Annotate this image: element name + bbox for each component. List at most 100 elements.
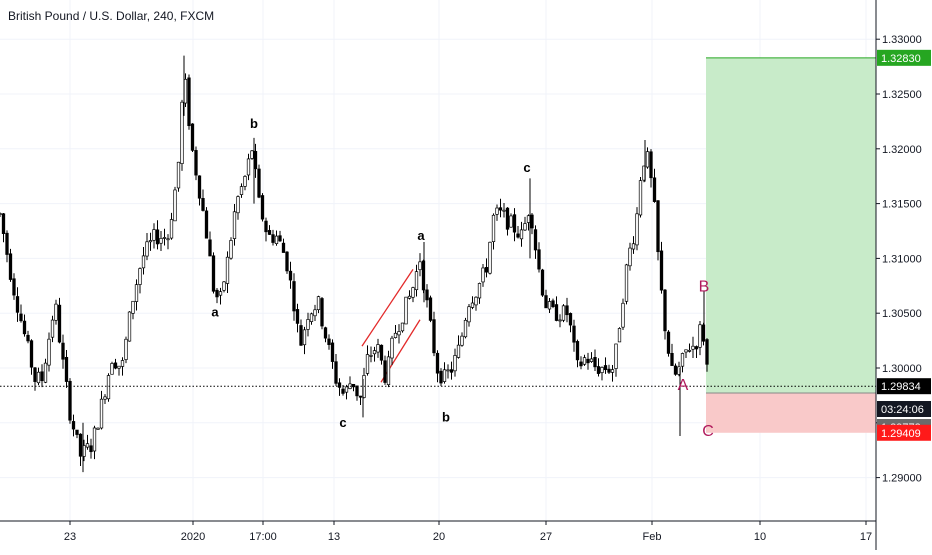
candle-up <box>173 189 177 222</box>
wave-label: c <box>523 160 530 175</box>
candle-down <box>12 278 16 296</box>
candle-up <box>302 329 307 346</box>
candle-down <box>78 433 83 457</box>
abc-label: A <box>678 377 689 394</box>
candle-down <box>5 232 9 255</box>
candle-down <box>649 151 653 179</box>
candle-up <box>232 211 237 239</box>
candle-down <box>516 233 520 238</box>
candle-up <box>120 360 125 367</box>
candle-up <box>117 365 121 369</box>
candle-down <box>544 295 548 309</box>
candle-down <box>208 239 212 257</box>
candle-up <box>698 324 702 348</box>
candle-down <box>379 344 384 361</box>
candle-down <box>537 249 541 270</box>
candle-up <box>306 319 310 330</box>
target-price-tag[interactable] <box>877 49 931 66</box>
price-tick-label: 1.29000 <box>882 473 922 485</box>
candle-down <box>449 369 454 373</box>
candle-down <box>586 358 590 364</box>
candle-down <box>383 360 387 383</box>
candle-down <box>71 421 76 430</box>
candle-down <box>260 195 265 220</box>
symbol-exchange: FXCM <box>180 9 215 23</box>
candle-down <box>603 365 608 371</box>
time-tick-label: 23 <box>64 531 76 543</box>
price-axis[interactable]: 1.33000 1.32500 1.32000 1.31500 1.31000 1.305… <box>875 0 931 550</box>
candles <box>0 55 709 473</box>
candle-up <box>470 302 475 308</box>
candle-down <box>575 341 580 361</box>
candle-up <box>404 296 408 325</box>
candle-up <box>309 313 314 322</box>
stop-loss-zone[interactable] <box>706 392 876 433</box>
title-separator: , <box>146 9 154 23</box>
candle-up <box>558 319 562 322</box>
candle-up <box>418 261 422 271</box>
candle-down <box>26 334 30 342</box>
candle-down <box>428 297 433 321</box>
candle-up <box>313 309 317 317</box>
candle-down <box>267 230 272 235</box>
time-axis[interactable]: 23 2020 17:00 13 20 27 Feb 10 17 <box>0 520 876 543</box>
candle-up <box>687 349 692 352</box>
candle-down <box>190 123 195 151</box>
candle-down <box>1 213 6 234</box>
candle-down <box>551 300 555 307</box>
candle-up <box>614 343 618 369</box>
candle-down <box>593 357 597 368</box>
candle-up <box>631 243 636 250</box>
candle-up <box>96 427 100 430</box>
countdown-tag[interactable] <box>877 401 931 417</box>
candle-down <box>68 380 72 421</box>
candle-down <box>673 365 678 375</box>
candle-up <box>372 350 377 355</box>
candle-up <box>99 398 104 429</box>
candle-up <box>635 213 639 246</box>
candle-up <box>148 240 153 243</box>
candle-up <box>488 241 492 274</box>
candle-up <box>50 319 55 338</box>
candle-down <box>330 342 335 362</box>
candle-up <box>85 443 90 448</box>
stop-price-tag[interactable] <box>877 424 931 441</box>
candle-down <box>64 356 69 382</box>
channel-line[interactable] <box>361 269 414 347</box>
candle-down <box>327 338 331 345</box>
candle-up <box>561 305 566 321</box>
candle-down <box>57 304 62 343</box>
candle-up <box>180 101 184 164</box>
candle-down <box>215 289 219 298</box>
candle-down <box>439 370 443 384</box>
candle-up <box>365 354 370 374</box>
candle-down <box>554 304 559 321</box>
candle-up <box>624 264 629 302</box>
candle-up <box>218 291 223 296</box>
candle-down <box>484 267 489 273</box>
price-tick-label: 1.31500 <box>882 199 922 211</box>
candle-up <box>481 267 485 283</box>
candle-down <box>670 352 674 366</box>
position-zones[interactable] <box>706 57 876 433</box>
candle-up <box>600 367 604 374</box>
candle-up <box>159 238 163 244</box>
time-tick-label: 17:00 <box>249 531 277 543</box>
candle-up <box>582 357 587 365</box>
wave-label: c <box>339 415 346 430</box>
profit-zone[interactable] <box>706 57 876 393</box>
candle-up <box>36 371 41 384</box>
time-tick-label: 27 <box>540 531 552 543</box>
current-price-tag[interactable] <box>877 378 931 395</box>
candle-up <box>176 161 181 189</box>
time-tick-label: 13 <box>328 531 340 543</box>
time-tick-label: 10 <box>754 531 766 543</box>
candle-down <box>596 366 601 374</box>
price-tick-label: 1.31000 <box>882 253 922 265</box>
candle-down <box>113 362 118 369</box>
candle-up <box>229 240 233 259</box>
price-tick-label: 1.30000 <box>882 363 922 375</box>
current-price-tag-text: 1.29834 <box>881 381 921 393</box>
